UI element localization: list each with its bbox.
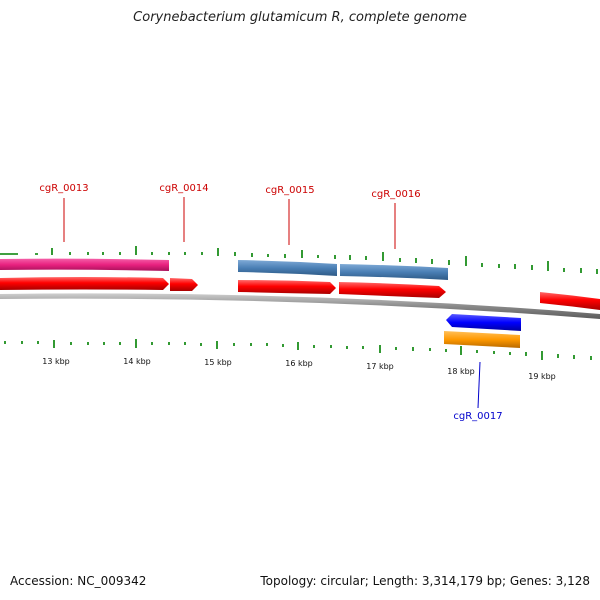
- feature-orange[interactable]: [444, 331, 520, 348]
- gene-label-cgR_0016[interactable]: cgR_0016: [371, 189, 421, 249]
- gene-label-text: cgR_0014: [159, 183, 208, 194]
- kbp-label: 17 kbp: [366, 362, 394, 371]
- kbp-label: 15 kbp: [204, 358, 232, 367]
- feature-cgR_0016[interactable]: [340, 264, 448, 280]
- outer-tick-track: [0, 246, 598, 274]
- kbp-axis-labels: 13 kbp 14 kbp 15 kbp 16 kbp 17 kbp 18 kb…: [42, 357, 556, 381]
- gene-label-text: cgR_0015: [265, 185, 314, 196]
- genome-backbone: [0, 293, 600, 319]
- feature-red-4[interactable]: [339, 282, 446, 298]
- feature-magenta[interactable]: [0, 258, 169, 271]
- feature-cgR_0015[interactable]: [238, 260, 337, 276]
- feature-cgR_0017[interactable]: [446, 314, 521, 331]
- feature-cgR_0013[interactable]: [0, 277, 169, 290]
- kbp-label: 14 kbp: [123, 357, 151, 366]
- inner-tick-track: [4, 339, 592, 360]
- gene-label-text: cgR_0017: [453, 411, 502, 422]
- genome-summary-text: Topology: circular; Length: 3,314,179 bp…: [260, 574, 590, 588]
- gene-label-cgR_0013[interactable]: cgR_0013: [39, 183, 89, 242]
- gene-label-text: cgR_0013: [39, 183, 88, 194]
- accession-text: Accession: NC_009342: [10, 574, 147, 588]
- map-title: Corynebacterium glutamicum R, complete g…: [133, 10, 467, 25]
- feature-red-3[interactable]: [238, 280, 336, 294]
- kbp-label: 19 kbp: [528, 372, 556, 381]
- gene-label-cgR_0014[interactable]: cgR_0014: [159, 183, 209, 242]
- kbp-label: 16 kbp: [285, 359, 313, 368]
- feature-red-5[interactable]: [540, 292, 600, 310]
- map-footer: Accession: NC_009342 Topology: circular;…: [10, 574, 590, 590]
- gene-label-cgR_0015[interactable]: cgR_0015: [265, 185, 315, 245]
- kbp-label: 13 kbp: [42, 357, 70, 366]
- kbp-label: 18 kbp: [447, 367, 475, 376]
- feature-cgR_0014[interactable]: [170, 278, 198, 291]
- gene-label-cgR_0017[interactable]: cgR_0017: [453, 361, 503, 422]
- gene-label-text: cgR_0016: [371, 189, 420, 200]
